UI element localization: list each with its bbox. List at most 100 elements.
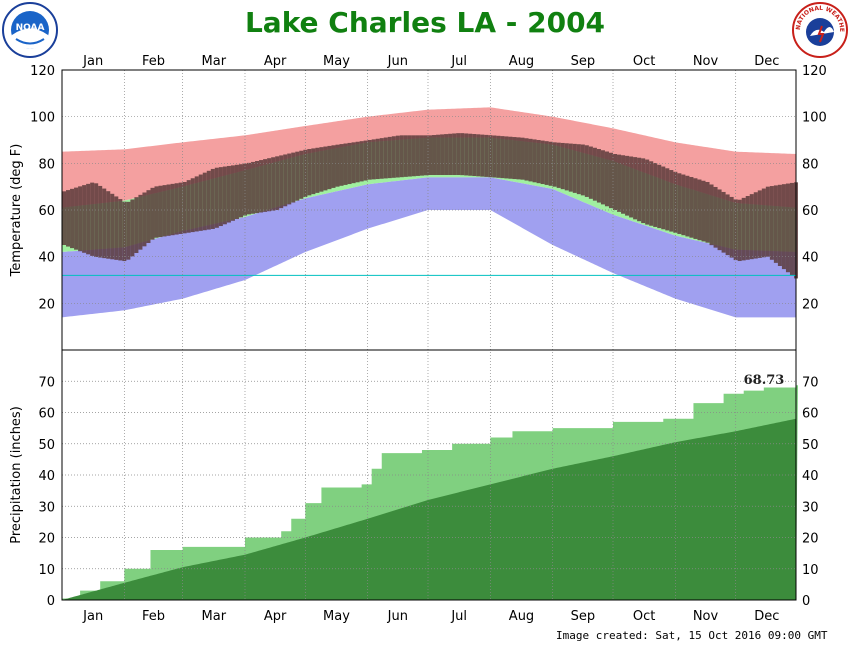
actual-range-bar: [343, 143, 348, 185]
normal-precip-area: [62, 418, 796, 600]
actual-range-bar: [170, 183, 175, 236]
actual-range-bar: [536, 140, 541, 184]
actual-range-bar: [114, 196, 119, 260]
actual-range-bar: [460, 133, 465, 176]
actual-range-bar: [544, 141, 549, 185]
actual-range-bar: [138, 194, 143, 250]
noaa-logo-text: NOAA: [16, 23, 45, 33]
actual-range-bar: [749, 194, 754, 260]
actual-range-bar: [291, 152, 296, 203]
actual-range-bar: [761, 188, 766, 258]
record-high-band: [62, 107, 796, 208]
actual-range-bar: [234, 164, 239, 220]
actual-range-bar: [464, 133, 469, 176]
actual-range-bar: [608, 152, 613, 209]
actual-range-bar: [335, 144, 340, 187]
noaa-logo: NOAA: [2, 2, 58, 58]
actual-range-bar: [359, 141, 364, 182]
precip-tick-left: 0: [47, 594, 55, 609]
actual-range-bar: [576, 144, 581, 195]
actual-range-bar: [568, 143, 573, 192]
actual-range-bar: [633, 157, 638, 220]
month-label-top: Jan: [82, 54, 103, 69]
actual-range-bar: [403, 135, 408, 177]
precipitation-frame: [61, 349, 797, 601]
actual-range-bar: [789, 182, 794, 276]
actual-range-bar: [202, 172, 207, 231]
actual-range-bar: [190, 178, 195, 233]
actual-range-bar: [158, 185, 163, 238]
actual-range-bar: [371, 139, 376, 180]
actual-range-bar: [488, 135, 493, 178]
actual-range-bar: [613, 154, 618, 210]
temp-tick-right: 120: [802, 64, 827, 79]
actual-range-bar: [102, 188, 107, 259]
precip-tick-right: 0: [802, 594, 810, 609]
actual-range-bar: [604, 151, 609, 207]
month-label-top: Sep: [571, 54, 596, 69]
actual-range-bar: [737, 199, 742, 262]
nws-logo: NATIONAL WEATHER SERVICE: [792, 2, 848, 58]
actual-range-bar: [74, 187, 79, 250]
actual-range-bar: [592, 147, 597, 201]
actual-range-bar: [564, 143, 569, 191]
actual-range-bar: [653, 163, 658, 227]
month-label-bottom: Dec: [754, 609, 779, 624]
actual-range-bar: [150, 187, 155, 240]
actual-range-bar: [214, 167, 219, 228]
actual-range-bar: [452, 133, 457, 175]
actual-range-bar: [709, 184, 714, 246]
actual-range-bar: [552, 142, 557, 187]
actual-range-bar: [785, 183, 790, 273]
actual-range-bar: [98, 185, 103, 258]
actual-range-bar: [283, 154, 288, 207]
actual-range-bar: [693, 178, 698, 239]
actual-range-bar: [186, 180, 191, 233]
actual-range-bar: [210, 168, 215, 229]
actual-range-bar: [625, 155, 630, 216]
actual-range-bar: [484, 134, 489, 177]
month-label-bottom: Mar: [202, 609, 227, 624]
precip-tick-left: 20: [38, 532, 55, 547]
actual-range-bar: [331, 145, 336, 188]
actual-range-bar: [697, 179, 702, 241]
actual-range-bar: [572, 143, 577, 193]
actual-range-bar: [275, 156, 280, 210]
actual-range-bar: [110, 193, 115, 260]
month-label-bottom: Feb: [142, 609, 165, 624]
actual-range-bar: [295, 151, 300, 201]
actual-range-bar: [508, 136, 513, 179]
actual-range-bar: [548, 141, 553, 186]
actual-range-bar: [303, 149, 308, 197]
actual-range-bar: [78, 186, 83, 252]
actual-range-bar: [689, 177, 694, 238]
actual-range-bar: [323, 146, 328, 191]
actual-range-bar: [427, 135, 433, 175]
actual-range-bar: [242, 163, 247, 216]
actual-range-bar: [472, 134, 477, 177]
grid: [62, 69, 796, 600]
actual-range-bar: [560, 142, 565, 190]
temp-tick-left: 60: [38, 204, 55, 219]
precipitation-axis-label: Precipitation (inches): [9, 406, 24, 544]
axes: [61, 69, 797, 601]
actual-range-bar: [665, 168, 670, 231]
actual-range-bar: [777, 184, 782, 266]
chart-title: Lake Charles LA - 2004: [244, 6, 606, 39]
month-label-top: Feb: [142, 54, 165, 69]
temp-tick-left: 100: [30, 111, 55, 126]
actual-range-bar: [781, 184, 786, 270]
actual-range-bar: [411, 135, 416, 177]
image-created-footer: Image created: Sat, 15 Oct 2016 09:00 GM…: [556, 629, 828, 642]
actual-range-bar: [669, 170, 674, 232]
actual-range-bar: [126, 201, 131, 260]
actual-range-bar: [524, 138, 529, 181]
month-label-bottom: Jan: [82, 609, 103, 624]
actual-range-bar: [480, 134, 485, 177]
actual-range-bar: [492, 135, 497, 178]
precip-tick-left: 50: [38, 438, 55, 453]
actual-range-bar: [596, 149, 601, 203]
precip-tick-left: 60: [38, 407, 55, 422]
actual-range-bar: [383, 137, 388, 179]
actual-range-bar: [174, 183, 179, 235]
